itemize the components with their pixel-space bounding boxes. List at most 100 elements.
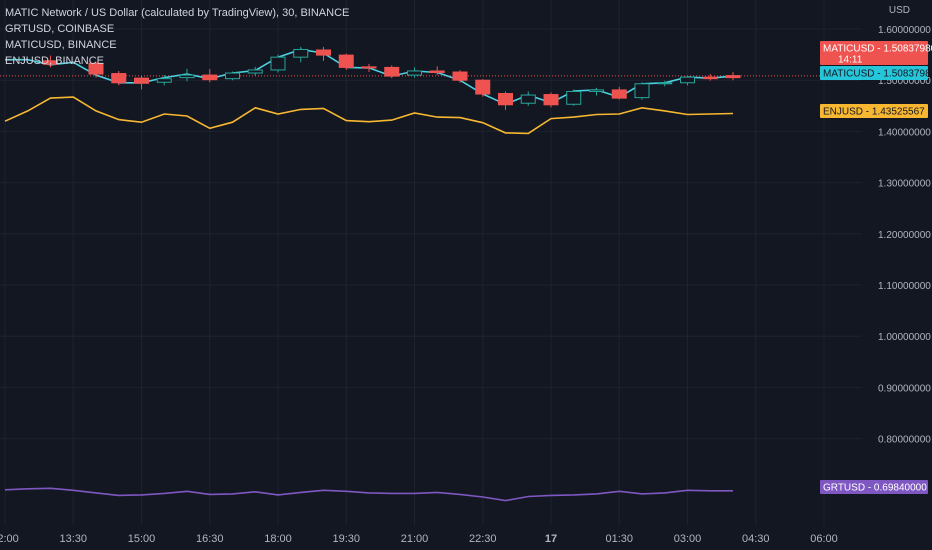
legend-grtusd[interactable]: GRTUSD, COINBASE	[5, 23, 115, 35]
candle	[247, 66, 263, 76]
candle	[293, 46, 309, 63]
candle-body	[88, 62, 104, 75]
y-tick-label: 1.00000000	[878, 332, 931, 343]
x-tick-label: 18:00	[264, 533, 292, 545]
candle	[657, 80, 673, 87]
price-tag-label: ENJUSD - 1.43525567	[823, 107, 925, 118]
candle	[520, 91, 536, 106]
candle-body	[475, 79, 491, 95]
x-tick-label: 06:00	[810, 533, 838, 545]
candle-body	[111, 73, 127, 84]
price-tag-bg	[820, 104, 928, 118]
legend-main-symbol[interactable]: MATIC Network / US Dollar (calculated by…	[5, 7, 350, 19]
candle-body	[338, 54, 354, 68]
x-tick-label: 17	[545, 533, 557, 545]
candle-body	[657, 82, 673, 85]
x-tick-label: 16:30	[196, 533, 224, 545]
x-tick-label: 03:00	[674, 533, 702, 545]
candle	[611, 86, 627, 100]
candle	[702, 74, 718, 81]
candle	[566, 89, 582, 106]
candle	[202, 68, 218, 83]
y-tick-label: 1.10000000	[878, 281, 931, 292]
x-tick-label: 01:30	[605, 533, 633, 545]
candle-body	[680, 76, 695, 84]
candle	[225, 71, 240, 81]
candle-body	[520, 94, 536, 104]
candle-body	[316, 49, 331, 56]
candle	[134, 76, 149, 90]
series-line-enjusd	[4, 96, 734, 135]
candle-body	[179, 74, 195, 79]
price-tag-label: MATICUSD - 1.50837980	[823, 69, 932, 80]
y-tick-label: 1.30000000	[878, 179, 931, 190]
candle-body	[156, 78, 172, 83]
candle	[88, 61, 104, 78]
candle-body	[202, 74, 218, 81]
candle-body	[429, 70, 445, 74]
candle	[543, 92, 559, 108]
candle-body	[407, 70, 422, 76]
price-axis[interactable]: 1.60000000 1.50000000 1.40000000 1.30000000…	[878, 25, 931, 446]
candle	[634, 82, 650, 100]
x-tick-label: 13:30	[59, 533, 87, 545]
candle-body	[361, 66, 377, 69]
x-tick-label: 21:00	[401, 533, 429, 545]
candle	[680, 76, 695, 86]
time-axis[interactable]: 12:00 13:30 15:00 16:30 18:00 19:30 21:00 22:30…	[0, 533, 838, 545]
candle-body	[589, 89, 604, 92]
price-tag-bg	[820, 41, 928, 65]
y-tick-label: 1.50000000	[878, 76, 931, 87]
legend-maticusd[interactable]: MATICUSD, BINANCE	[5, 39, 117, 51]
x-tick-label: 22:30	[469, 533, 497, 545]
candle	[475, 79, 491, 97]
candle-body	[225, 72, 240, 80]
candle-body	[498, 93, 513, 106]
candle-body	[270, 56, 286, 71]
candle-body	[702, 76, 718, 80]
candle-body	[293, 48, 309, 58]
candle	[361, 63, 377, 73]
price-tag-bg	[820, 480, 928, 494]
legend-enjusd[interactable]: ENJUSD, BINANCE	[5, 55, 105, 67]
x-tick-label: 19:30	[332, 533, 360, 545]
currency-label: USD	[888, 5, 910, 16]
y-tick-label: 0.80000000	[878, 435, 931, 446]
candle-body	[725, 75, 741, 79]
series-layer	[4, 48, 734, 502]
candle	[179, 68, 195, 82]
price-tag-label: GRTUSD - 0.69840000	[823, 483, 927, 494]
candle	[338, 53, 354, 70]
candle-body	[452, 71, 468, 81]
candle-body	[247, 69, 263, 74]
y-tick-label: 1.40000000	[878, 127, 931, 138]
candle	[316, 46, 331, 61]
y-tick-label: 1.60000000	[878, 25, 931, 36]
candle	[156, 75, 172, 86]
x-tick-label: 12:00	[0, 533, 19, 545]
candle-body	[134, 77, 149, 84]
series-line-grtusd	[4, 487, 733, 502]
x-tick-label: 04:30	[742, 533, 770, 545]
candle-body	[634, 83, 650, 99]
price-tag: MATICUSD - 1.50837980	[820, 66, 932, 80]
candle-body	[611, 89, 627, 99]
candle	[429, 66, 445, 76]
candle	[43, 55, 58, 68]
candle	[270, 54, 286, 73]
candle-body	[43, 60, 58, 65]
candles-layer	[43, 46, 741, 110]
y-tick-label: 0.90000000	[878, 383, 931, 394]
price-tag-bg	[820, 66, 928, 80]
candle-body	[384, 66, 400, 77]
candle	[589, 87, 604, 96]
y-tick-label: 1.20000000	[878, 230, 931, 241]
price-tag: GRTUSD - 0.69840000	[820, 480, 928, 494]
candle-body	[543, 94, 559, 106]
candle	[452, 69, 468, 83]
candle	[111, 70, 127, 86]
chart-legend: MATIC Network / US Dollar (calculated by…	[5, 5, 349, 69]
